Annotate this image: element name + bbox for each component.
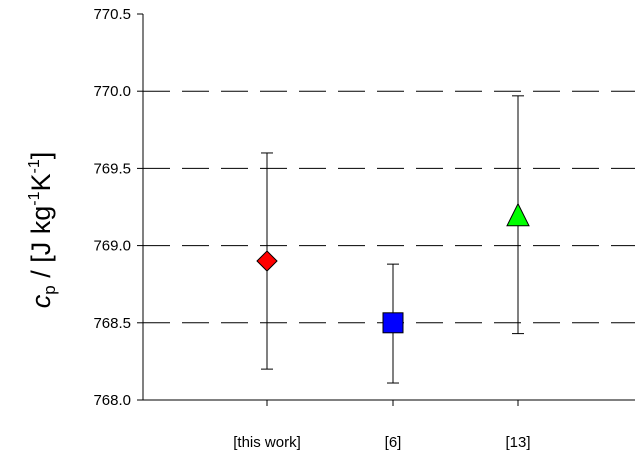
ylabel-unit-text: / [J kg (26, 206, 56, 286)
ylabel-subscript: p (40, 285, 59, 294)
data-point-diamond (256, 250, 278, 272)
y-tick-labels: 770.5 770.0 769.5 769.0 768.5 768.0 (93, 6, 131, 409)
x-tick-label: [6] (385, 434, 402, 451)
ylabel-symbol: c (26, 294, 56, 308)
ylabel-end: ] (26, 152, 56, 160)
y-tick-label: 770.0 (93, 83, 131, 100)
gridlines (143, 90, 635, 324)
ylabel-mid: K (26, 174, 56, 192)
ylabel-exp1: -1 (26, 191, 43, 205)
x-tick-label: [13] (505, 434, 530, 451)
y-axis-label: cp / [J kg-1K-1] (26, 152, 59, 309)
data-point-triangle (506, 202, 530, 227)
y-tick-label: 769.5 (93, 160, 131, 177)
y-tick-label: 768.0 (93, 392, 131, 409)
data-point-square (382, 312, 404, 334)
y-tick-label: 768.5 (93, 315, 131, 332)
x-tick-label: [this work] (233, 434, 301, 451)
x-tick-labels: [this work] [6] [13] (233, 434, 530, 451)
y-tick-label: 769.0 (93, 238, 131, 255)
y-tick-label: 770.5 (93, 6, 131, 23)
error-bars (261, 95, 524, 384)
ylabel-exp2: -1 (26, 159, 43, 173)
data-markers (256, 202, 530, 334)
axes (137, 13, 635, 406)
